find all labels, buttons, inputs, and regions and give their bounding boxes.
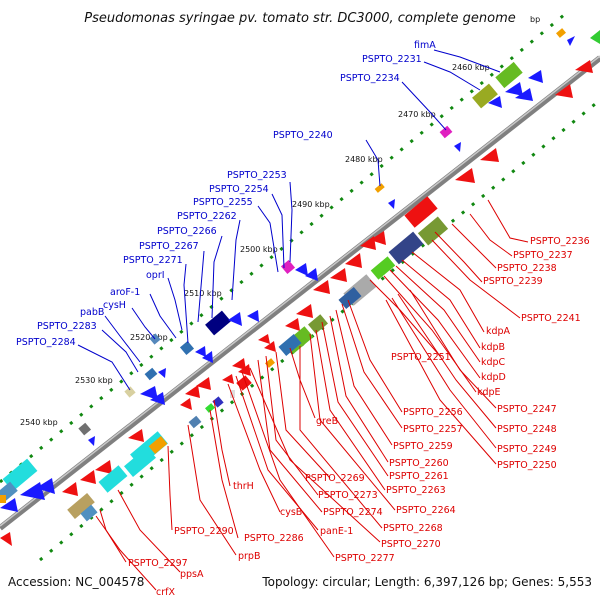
gene-label-reverse[interactable]: kdpB [481, 342, 505, 353]
reverse-leaders [95, 199, 529, 591]
gene-label-reverse[interactable]: PSPTO_2260 [389, 458, 449, 469]
gene-label-reverse[interactable]: PSPTO_2236 [530, 236, 590, 247]
genome-summary-text: Topology: circular; Length: 6,397,126 bp… [261, 575, 592, 589]
tick-label: 2480 kbp [345, 155, 383, 164]
gene-label-forward[interactable]: PSPTO_2231 [362, 54, 422, 65]
gene-label-reverse[interactable]: thrH [233, 481, 254, 492]
gene-label-forward[interactable]: PSPTO_2240 [273, 130, 333, 141]
gene-label-reverse[interactable]: PSPTO_2297 [128, 558, 188, 569]
gene-label-reverse[interactable]: PSPTO_2286 [244, 533, 304, 544]
gene-label-reverse[interactable]: cysB [280, 507, 302, 518]
gene-label-reverse[interactable]: PSPTO_2270 [381, 539, 441, 550]
gene-label-reverse[interactable]: prpB [238, 551, 260, 562]
gene-label-reverse[interactable]: ppsA [180, 569, 204, 580]
gene-label-reverse[interactable]: PSPTO_2238 [497, 263, 557, 274]
gene-label-forward[interactable]: PSPTO_2267 [139, 241, 199, 252]
gene-label-reverse[interactable]: kdpC [481, 357, 506, 368]
gene-label-reverse[interactable]: PSPTO_2290 [174, 526, 234, 537]
gene-label-reverse[interactable]: PSPTO_2257 [403, 424, 463, 435]
reverse-features [0, 60, 593, 546]
forward-features [0, 28, 600, 512]
gene-label-forward[interactable]: PSPTO_2262 [177, 211, 237, 222]
gene-label-forward[interactable]: cysH [103, 300, 126, 311]
tick-label: 2520 kbp [130, 333, 168, 342]
tick-label: 2510 kbp [184, 289, 222, 298]
tick-label-fragment: bp [530, 15, 540, 24]
gene-label-reverse[interactable]: kdpD [481, 372, 506, 383]
tick-label: 2500 kbp [240, 245, 278, 254]
gene-label-reverse[interactable]: PSPTO_2269 [305, 473, 365, 484]
gene-label-reverse[interactable]: PSPTO_2241 [521, 313, 581, 324]
gene-label-forward[interactable]: pabB [80, 307, 104, 318]
gene-label-forward[interactable]: fimA [414, 40, 436, 51]
tick-label: 2460 kbp [452, 63, 490, 72]
tick-label: 2530 kbp [75, 376, 113, 385]
reverse-gene-labels: PSPTO_2236 PSPTO_2237 PSPTO_2238 PSPTO_2… [128, 236, 590, 598]
accession-text: Accession: NC_004578 [8, 575, 144, 589]
forward-gene-labels: fimA PSPTO_2231 PSPTO_2234 PSPTO_2240 PS… [16, 40, 436, 348]
forward-leaders [77, 49, 501, 391]
gene-label-reverse[interactable]: PSPTO_2239 [483, 276, 543, 287]
gene-label-reverse[interactable]: PSPTO_2251 [391, 352, 451, 363]
gene-label-reverse[interactable]: PSPTO_2268 [383, 523, 443, 534]
gene-label-forward[interactable]: PSPTO_2283 [37, 321, 97, 332]
gene-label-reverse[interactable]: PSPTO_2274 [323, 507, 383, 518]
tick-label: 2540 kbp [20, 418, 58, 427]
gene-label-reverse[interactable]: PSPTO_2249 [497, 444, 557, 455]
map-title: Pseudomonas syringae pv. tomato str. DC3… [84, 11, 516, 26]
gene-label-forward[interactable]: oprI [146, 270, 165, 281]
gene-label-reverse[interactable]: crfX [156, 587, 175, 598]
genome-backbone-highlight [0, 55, 600, 527]
tick-ring-outer [0, 8, 571, 484]
gene-label-reverse[interactable]: PSPTO_2247 [497, 404, 557, 415]
gene-label-forward[interactable]: PSPTO_2255 [193, 197, 253, 208]
gene-label-reverse[interactable]: PSPTO_2261 [389, 471, 449, 482]
tick-label: 2470 kbp [398, 110, 436, 119]
gene-label-forward[interactable]: PSPTO_2266 [157, 226, 217, 237]
gene-label-reverse[interactable]: PSPTO_2273 [318, 490, 378, 501]
genome-backbone [0, 55, 600, 531]
tick-label: 2490 kbp [292, 200, 330, 209]
gene-label-reverse[interactable]: kdpE [477, 387, 501, 398]
gene-label-reverse[interactable]: PSPTO_2263 [386, 485, 446, 496]
gene-label-reverse[interactable]: PSPTO_2264 [396, 505, 456, 516]
gene-label-forward[interactable]: PSPTO_2284 [16, 337, 76, 348]
gene-label-reverse[interactable]: PSPTO_2248 [497, 424, 557, 435]
gene-label-reverse[interactable]: kdpA [486, 326, 511, 337]
gene-label-reverse[interactable]: PSPTO_2237 [513, 250, 573, 261]
gene-label-reverse[interactable]: PSPTO_2277 [335, 553, 395, 564]
gene-label-forward[interactable]: PSPTO_2234 [340, 73, 400, 84]
gene-label-forward[interactable]: PSPTO_2254 [209, 184, 269, 195]
gene-label-reverse[interactable]: PSPTO_2259 [393, 441, 453, 452]
gene-label-reverse[interactable]: greB [316, 416, 338, 427]
gene-label-reverse[interactable]: PSPTO_2250 [497, 460, 557, 471]
gene-label-reverse[interactable]: PSPTO_2256 [403, 407, 463, 418]
gene-label-forward[interactable]: PSPTO_2253 [227, 170, 287, 181]
gene-label-forward[interactable]: aroF-1 [110, 287, 140, 298]
gene-label-forward[interactable]: PSPTO_2271 [123, 255, 183, 266]
tick-labels: 2460 kbp 2470 kbp 2480 kbp 2490 kbp 2500… [20, 63, 490, 427]
gene-label-reverse[interactable]: panE-1 [320, 526, 353, 537]
